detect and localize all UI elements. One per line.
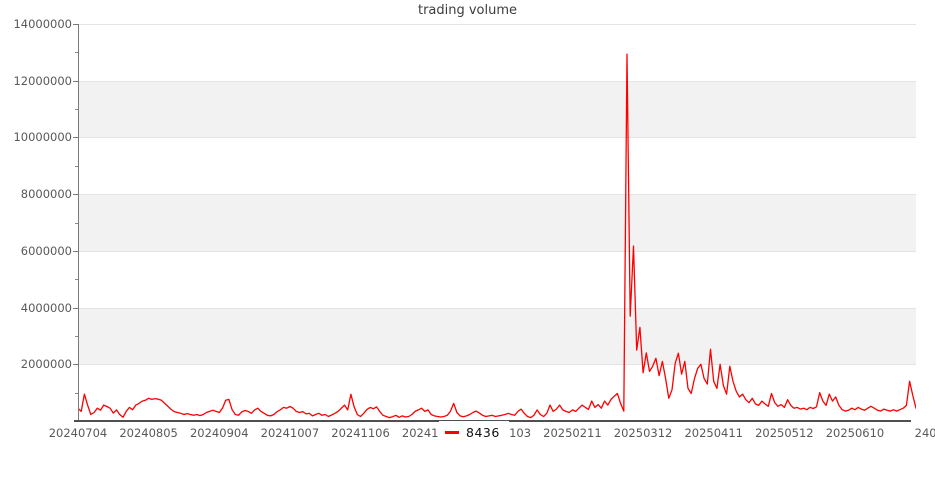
y-tick-label: 8000000 [20, 187, 72, 202]
y-minor-tick [75, 222, 78, 224]
y-minor-tick [75, 392, 78, 394]
y-major-tick [73, 364, 78, 366]
x-tick-label: 20240704 [48, 426, 108, 440]
y-major-tick [73, 24, 78, 25]
y-tick-label: 2000000 [20, 357, 72, 372]
x-tick-label: 20241106 [331, 426, 390, 440]
trading-volume-line [78, 53, 916, 419]
plot-band [78, 80, 916, 138]
y-minor-tick [75, 165, 78, 167]
y-tick-label: 6000000 [20, 243, 72, 258]
gridline [78, 307, 916, 309]
gridline [78, 137, 916, 139]
y-major-tick [73, 80, 78, 82]
plot-band [78, 24, 916, 81]
gridline [78, 24, 916, 25]
y-tick-label: 4000000 [20, 300, 72, 315]
y-minor-tick [75, 335, 78, 337]
y-major-tick [73, 307, 78, 309]
plot-band [78, 307, 916, 365]
gridline [78, 80, 916, 82]
y-minor-tick [75, 52, 78, 54]
y-tick-label: 10000000 [13, 130, 72, 145]
y-minor-tick [75, 279, 78, 281]
x-tick-label: 20250411 [684, 426, 743, 440]
y-axis-spine [78, 24, 79, 421]
y-major-tick [73, 194, 78, 196]
x-tick-label: 20240805 [119, 426, 178, 440]
gridline [78, 364, 916, 366]
y-tick-label: 12000000 [13, 73, 72, 88]
y-minor-tick [75, 109, 78, 111]
x-tick-label: 20250211 [543, 426, 602, 440]
legend-line-swatch [445, 431, 459, 434]
plot-area [78, 24, 916, 421]
series-line-svg [78, 53, 916, 419]
y-major-tick [73, 250, 78, 252]
x-tick-label: 20250312 [613, 426, 673, 440]
x-tick-label: 240 [914, 426, 935, 440]
x-tick-label: 20241007 [260, 426, 320, 440]
plot-band [78, 250, 916, 308]
gridline [78, 194, 916, 196]
plot-band [78, 194, 916, 251]
y-major-tick [73, 137, 78, 139]
plot-band [78, 137, 916, 195]
legend: 8436 [439, 421, 509, 445]
chart-title: trading volume [417, 3, 518, 18]
gridline [78, 250, 916, 252]
x-tick-label: 20250512 [755, 426, 814, 440]
legend-series-label: 8436 [466, 425, 500, 440]
x-tick-label: 20240904 [189, 426, 249, 440]
y-tick-label: 14000000 [13, 17, 72, 31]
x-tick-label: 20250610 [825, 426, 885, 440]
